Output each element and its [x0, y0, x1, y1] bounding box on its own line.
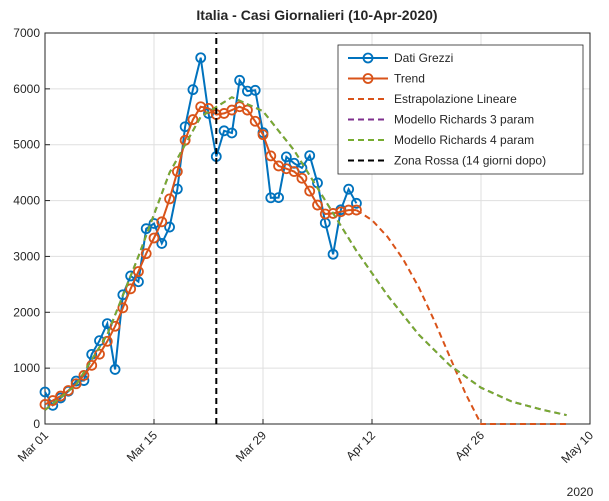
x-tick-label: Apr 26: [452, 428, 487, 463]
y-tick-label: 4000: [13, 194, 40, 208]
point: [70, 378, 82, 390]
point: [335, 206, 347, 218]
legend-marker: [362, 73, 374, 84]
x-tick-label: Mar 29: [233, 428, 270, 465]
point: [242, 104, 253, 116]
point: [62, 385, 74, 396]
point: [148, 232, 160, 244]
y-tick-label: 1000: [13, 361, 40, 375]
point: [249, 84, 261, 96]
point: [265, 150, 277, 162]
point: [195, 52, 207, 64]
legend-label: Trend: [394, 72, 425, 86]
point: [156, 238, 168, 249]
legend-box: [337, 44, 584, 175]
point: [156, 216, 168, 228]
point: [187, 84, 199, 96]
point: [187, 114, 199, 125]
point: [296, 172, 308, 184]
point: [109, 320, 121, 332]
point: [226, 127, 238, 139]
x-tick-label: Mar 01: [15, 428, 52, 465]
point: [125, 283, 137, 295]
point: [343, 204, 355, 216]
point: [94, 348, 105, 360]
point: [273, 192, 284, 204]
y-tick-label: 0: [33, 417, 40, 431]
point: [164, 193, 175, 205]
y-tick-label: 6000: [13, 82, 40, 96]
point: [140, 248, 152, 260]
legend-label: Modello Richards 3 param: [394, 113, 534, 127]
point: [312, 199, 323, 211]
point: [304, 185, 316, 197]
point: [234, 74, 246, 86]
legend-label: Modello Richards 4 param: [394, 133, 534, 147]
legend-label: Estrapolazione Lineare: [394, 92, 517, 106]
point: [343, 183, 355, 195]
legend-label: Dati Grezzi: [394, 51, 453, 65]
point: [117, 302, 129, 314]
x-tick-label: May 10: [558, 428, 596, 466]
y-tick-label: 3000: [13, 249, 40, 263]
point: [327, 208, 339, 219]
point: [140, 223, 152, 235]
point: [171, 166, 183, 177]
point: [133, 266, 144, 277]
legend-marker: [362, 52, 374, 64]
point: [319, 208, 331, 220]
point: [55, 390, 66, 402]
y-tick-label: 5000: [13, 138, 40, 152]
point: [304, 150, 316, 162]
y-tick-label: 7000: [13, 26, 40, 40]
axes-box: [44, 32, 591, 425]
x-secondary-label: 2020: [567, 485, 594, 499]
point: [242, 85, 253, 97]
point: [288, 166, 300, 177]
legend-label: Zona Rossa (14 giorni dopo): [394, 154, 546, 168]
point: [265, 192, 277, 204]
point: [148, 218, 160, 229]
y-tick-label: 2000: [13, 305, 40, 319]
point: [109, 364, 121, 375]
point: [249, 115, 261, 127]
point: [280, 151, 292, 163]
point: [164, 221, 175, 233]
point: [125, 270, 137, 282]
x-tick-label: Mar 15: [124, 428, 161, 465]
chart-title: Italia - Casi Giornalieri (10-Apr-2020): [196, 7, 437, 23]
point: [257, 129, 269, 141]
series-line: [355, 209, 567, 425]
point: [39, 386, 51, 398]
point: [351, 197, 362, 209]
x-tick-label: Apr 12: [343, 428, 378, 463]
point: [195, 101, 207, 113]
point: [327, 248, 339, 260]
point: [351, 204, 362, 216]
